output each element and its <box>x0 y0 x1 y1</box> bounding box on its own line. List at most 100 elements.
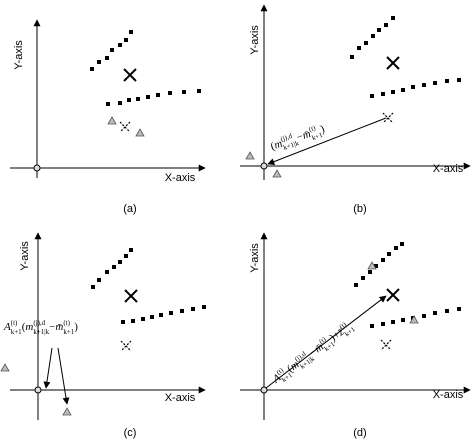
annotation-part: k+1 <box>311 131 324 142</box>
point <box>377 28 381 32</box>
annotation-part: − <box>295 131 305 144</box>
origin <box>260 162 268 170</box>
point <box>124 254 128 258</box>
x-axis-label: X-axis <box>433 163 464 175</box>
point <box>168 91 172 95</box>
point <box>105 270 109 274</box>
point <box>374 264 378 268</box>
origin <box>260 386 268 394</box>
point <box>433 81 437 85</box>
clutter-triangle <box>135 128 145 137</box>
annotation-part: m̄ <box>55 321 63 333</box>
annotation-part: (t) <box>11 319 18 327</box>
annotation-part: ( <box>285 363 295 375</box>
annotation-part: ) <box>328 332 338 344</box>
point <box>129 248 133 252</box>
point <box>401 88 405 92</box>
point <box>118 43 122 47</box>
point <box>394 246 398 250</box>
predicted-cross <box>120 340 132 352</box>
annotation-part: ( <box>22 321 26 333</box>
point <box>433 311 437 315</box>
annotation-part: k+1 <box>63 328 74 336</box>
point <box>401 318 405 322</box>
panel-label: (d) <box>353 427 366 439</box>
point <box>110 48 114 52</box>
clutter-triangle <box>107 116 117 125</box>
annotation-part: (j),d <box>33 319 45 327</box>
x-axis-label: X-axis <box>165 392 196 404</box>
annotation-part: (t) <box>338 320 349 331</box>
point <box>364 41 368 45</box>
point <box>136 97 140 101</box>
point <box>127 98 131 102</box>
annotation-part: (j),d <box>279 132 293 144</box>
clutter-triangle <box>0 363 10 372</box>
arrow <box>267 117 387 165</box>
point <box>97 278 101 282</box>
point <box>368 270 372 274</box>
point <box>156 93 160 97</box>
annotation-part: ) <box>319 123 327 136</box>
y-axis-label: Y-axis <box>13 40 25 70</box>
x-axis-label: X-axis <box>165 172 196 184</box>
point <box>105 56 109 60</box>
point <box>391 16 395 20</box>
point <box>370 324 374 328</box>
centroid-cross <box>123 68 137 82</box>
point <box>97 60 101 64</box>
point <box>411 85 415 89</box>
origin <box>33 164 41 172</box>
panel: Y-axisX-axis(d)A(t)k+1(m(j),dk+1|k−m̄(t)… <box>240 232 471 439</box>
annotation-part: (t) <box>275 366 286 377</box>
clutter-triangle <box>409 315 419 324</box>
point <box>384 23 388 27</box>
point <box>445 309 449 313</box>
point <box>400 242 404 246</box>
annotation-part: m̄ <box>301 128 312 142</box>
point <box>445 79 449 83</box>
point <box>422 314 426 318</box>
centroid-cross <box>124 289 138 303</box>
annotation-part: (t) <box>63 319 70 327</box>
annotation-part: − <box>49 321 55 333</box>
point <box>370 94 374 98</box>
point <box>197 89 201 93</box>
point <box>361 276 365 280</box>
arrow <box>265 295 387 389</box>
y-axis-label: Y-axis <box>249 243 261 273</box>
annotation-part: m <box>273 138 284 152</box>
point <box>381 258 385 262</box>
annotation-part: (t) <box>308 124 317 134</box>
point <box>131 319 135 323</box>
point <box>191 307 195 311</box>
point <box>357 46 361 50</box>
predicted-cross <box>119 121 131 133</box>
point <box>381 92 385 96</box>
point <box>350 55 354 59</box>
point <box>354 283 358 287</box>
clutter-triangle <box>367 261 377 270</box>
centroid-cross <box>386 56 400 70</box>
centroid-cross <box>386 288 400 302</box>
y-axis-label: Y-axis <box>249 25 261 55</box>
panel-label: (a) <box>123 203 136 215</box>
point <box>118 101 122 105</box>
point <box>182 90 186 94</box>
annotation-part: ) <box>74 321 78 333</box>
point <box>457 307 461 311</box>
origin <box>34 386 42 394</box>
annotation: (m(j),dk+1|k−m̄(t)k+1) <box>268 121 327 156</box>
annotation: A(t) k+1(m(j),d k+1|k−m̄(t) k+1) <box>3 319 78 336</box>
arrow <box>43 347 53 389</box>
point <box>112 265 116 269</box>
predicted-cross <box>380 339 392 351</box>
point <box>146 95 150 99</box>
point <box>422 83 426 87</box>
point <box>121 320 125 324</box>
point <box>118 260 122 264</box>
clutter-triangle <box>62 407 72 416</box>
point <box>150 315 154 319</box>
